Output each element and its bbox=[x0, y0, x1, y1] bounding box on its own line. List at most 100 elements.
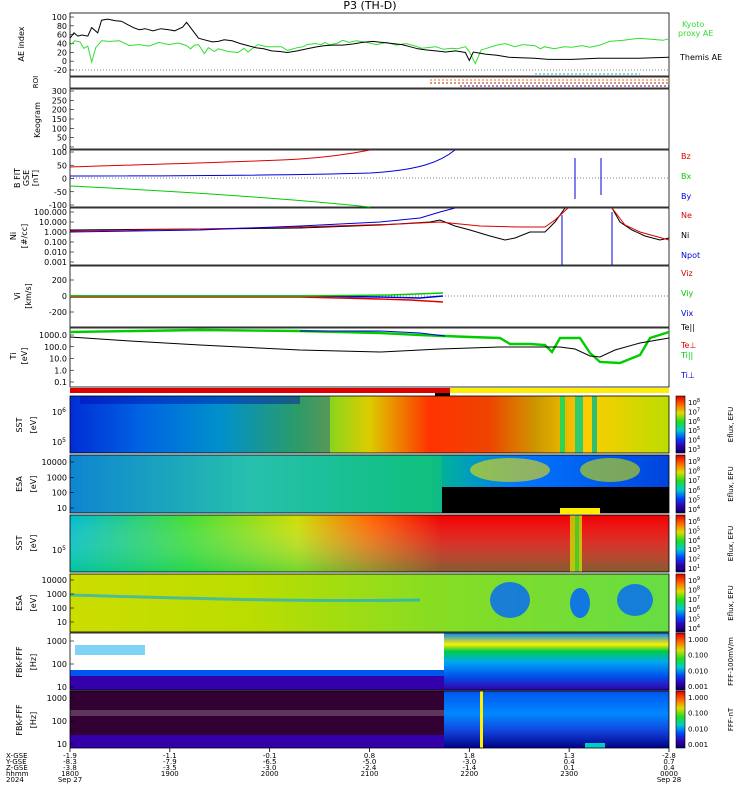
fbk-electric-spectrogram: FBK-FFF [Hz] 1000 100 10 bbox=[15, 632, 670, 692]
legend-kyoto: Kyoto proxy AE bbox=[678, 20, 713, 38]
colorbar-8-tick: 104 bbox=[688, 505, 700, 514]
plot-title: P3 (TH-D) bbox=[343, 0, 396, 12]
legend-bx: By bbox=[681, 192, 691, 201]
esa-el-ytick-tick: 10 bbox=[57, 618, 67, 627]
esa-ion-ytick-tick: 1000 bbox=[47, 473, 67, 482]
ni-black-line bbox=[69, 207, 670, 241]
fbk1-ylabel-unit: [Hz] bbox=[29, 654, 38, 670]
vi-ytick-tick: 0 bbox=[62, 292, 67, 301]
ni-ytick-tick: 0.010 bbox=[44, 248, 67, 257]
sst-ion-ylabel-unit: [eV] bbox=[29, 417, 38, 434]
keogram-ytick-tick: 150 bbox=[52, 115, 67, 124]
ni-ytick-tick: 0.100 bbox=[44, 238, 67, 247]
colorbar-9-tick: 106 bbox=[688, 517, 700, 526]
legend-te-par: Te|| bbox=[680, 323, 695, 332]
colorbar-12-tick: 0.010 bbox=[688, 725, 708, 733]
esa-ion-ytick-tick: 10000 bbox=[42, 458, 67, 467]
legend-npot: Npot bbox=[681, 251, 700, 260]
esa-ion-spectrogram: ESA [eV] 10000 1000 100 10 bbox=[15, 454, 670, 514]
fbk1-ytick-tick: 1000 bbox=[47, 637, 67, 646]
bz-line bbox=[69, 149, 371, 168]
colorbar-8-tick: 107 bbox=[688, 476, 700, 485]
colorbar-12-tick: 1.000 bbox=[688, 694, 708, 702]
xaxis-z_gse-label: -2.4 bbox=[363, 764, 377, 772]
ti-green-line bbox=[69, 328, 670, 365]
keogram-ytick-tick: 0 bbox=[62, 143, 67, 152]
keogram-ytick-tick: 50 bbox=[57, 134, 67, 143]
xaxis-y_gse-label: 0.7 bbox=[663, 758, 674, 766]
ae-ytick-tick: 60 bbox=[57, 31, 67, 40]
colorbar-10-tick: 104 bbox=[688, 624, 700, 633]
sst-ion-spectrogram: SST [eV] 106 105 bbox=[15, 395, 670, 454]
keogram-ytick-tick: 100 bbox=[52, 124, 67, 133]
xaxis-z_gse-label: -3.5 bbox=[163, 764, 177, 772]
colorbar-9-tick: 105 bbox=[688, 526, 700, 535]
esa-ion-ytick-tick: 100 bbox=[52, 489, 67, 498]
keogram-ytick-tick: 200 bbox=[52, 106, 67, 115]
colorbar-11-tick: 0.100 bbox=[688, 652, 708, 660]
colorbar-11-tick: 0.010 bbox=[688, 667, 708, 675]
fbk1-ytick-tick: 100 bbox=[52, 660, 67, 669]
xaxis-row-label: X-GSE bbox=[6, 752, 28, 760]
esa-ion-ylabel: ESA bbox=[15, 476, 24, 492]
xaxis-row-label: Y-GSE bbox=[5, 758, 27, 766]
xaxis-z_gse-label: 0.1 bbox=[564, 764, 575, 772]
colorbar-12-tick: 0.100 bbox=[688, 710, 708, 718]
colorbar-10-tick: 106 bbox=[688, 605, 700, 614]
colorbar-12-label: FFF-nT bbox=[727, 707, 735, 731]
colorbar-8-tick: 108 bbox=[688, 467, 700, 476]
colorbar-12-tick: 0.001 bbox=[688, 741, 708, 749]
temperature-panel: 1000.0 100.0 10.0 1.0 0.1 Ti [eV] Te|| Te⊥ T… bbox=[9, 323, 696, 388]
xaxis-x_gse-label: 1.8 bbox=[464, 752, 475, 760]
xaxis-hhmm-label: 2000 bbox=[261, 770, 279, 778]
colorbar-9-label: Eflux, EFU bbox=[727, 526, 735, 561]
xaxis-y_gse-label: -8.3 bbox=[63, 758, 77, 766]
legend-vix: Vix bbox=[681, 309, 694, 318]
colorbar-7-tick: 106 bbox=[688, 417, 700, 426]
colorbar-11-label: FFF-100mV/m bbox=[727, 637, 735, 686]
xaxis-x_gse-label: -0.1 bbox=[263, 752, 277, 760]
vi-ytick-tick: 200 bbox=[52, 276, 67, 285]
sst-el-ylabel: SST bbox=[15, 535, 24, 550]
xaxis-x_gse-label: 1.3 bbox=[564, 752, 575, 760]
xaxis-hhmm-label: 1900 bbox=[161, 770, 179, 778]
ae-ytick-tick: 80 bbox=[57, 22, 67, 31]
ni-ytick-tick: 1.000 bbox=[44, 228, 67, 237]
ni-blue-line bbox=[69, 207, 456, 233]
colorbar-9-tick: 102 bbox=[688, 555, 700, 564]
legend-ne: Ne bbox=[681, 211, 692, 220]
xaxis-y_gse-label: -6.5 bbox=[263, 758, 277, 766]
xaxis-hhmm-label: 0000 bbox=[660, 770, 678, 778]
legend-by: Bx bbox=[681, 172, 691, 181]
xaxis-z_gse-label: -1.4 bbox=[462, 764, 476, 772]
fbk2-ytick-tick: 10 bbox=[57, 740, 67, 749]
vi-ylabel: Vi bbox=[13, 292, 22, 300]
b-ytick-tick: 100 bbox=[52, 148, 67, 157]
esa-ion-ylabel-unit: [eV] bbox=[29, 476, 38, 493]
xaxis-hhmm-label: 1800 bbox=[61, 770, 79, 778]
xaxis-row-label: hhmm bbox=[6, 770, 29, 778]
esa-el-ylabel-unit: [eV] bbox=[29, 595, 38, 612]
fbk1-ytick-tick: 10 bbox=[57, 683, 67, 692]
fbk2-ytick-tick: 100 bbox=[52, 717, 67, 726]
b-ylabel-3: [nT] bbox=[31, 170, 40, 186]
xaxis-y_gse-label: -5.0 bbox=[363, 758, 377, 766]
legend-viz: Viz bbox=[681, 269, 693, 278]
legend-ti-perp: Ti⊥ bbox=[680, 371, 695, 380]
keogram-ytick-tick: 300 bbox=[52, 87, 67, 96]
colorbar-9-tick: 101 bbox=[688, 564, 700, 573]
te-black-line bbox=[69, 336, 670, 358]
xaxis-x_gse-label: -1.1 bbox=[163, 752, 177, 760]
b-ytick-tick: 0 bbox=[62, 175, 67, 184]
xaxis-hhmm-label: 2200 bbox=[460, 770, 478, 778]
xaxis-hhmm-label: 2300 bbox=[560, 770, 578, 778]
colorbar-9-tick: 104 bbox=[688, 536, 700, 545]
ae-ytick-tick: -20 bbox=[54, 66, 67, 75]
ni-ylabel: Ni bbox=[9, 232, 18, 240]
ni-ytick-tick: 10.000 bbox=[39, 218, 67, 227]
colorbar-8-tick: 106 bbox=[688, 486, 700, 495]
